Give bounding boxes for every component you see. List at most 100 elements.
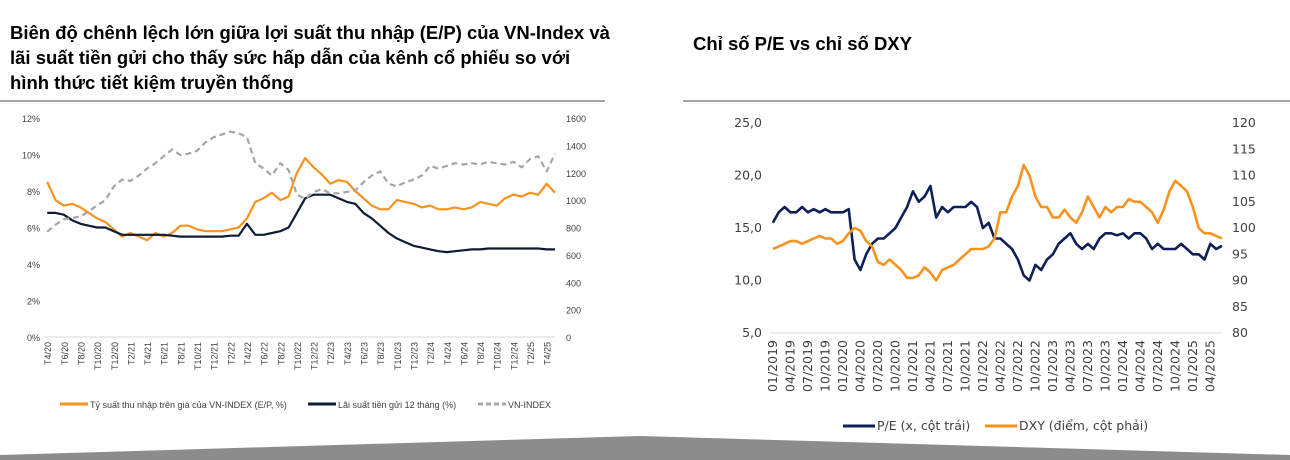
y2-tick-label: 200 (566, 306, 581, 316)
y2-tick-label: 85 (1232, 299, 1248, 314)
x-tick-label: 10/2019 (817, 340, 832, 392)
x-tick-label: T8/22 (276, 342, 286, 365)
series-line-2 (47, 193, 555, 254)
y-tick-label: 2% (27, 297, 40, 307)
x-tick-label: T4/21 (143, 342, 153, 365)
y2-tick-label: 1000 (566, 196, 586, 206)
x-tick-label: T12/24 (509, 342, 519, 370)
y-tick-label: 10% (22, 151, 40, 161)
x-tick-label: T4/24 (443, 342, 453, 365)
series-line-3 (46, 130, 556, 233)
y2-tick-label: 90 (1232, 273, 1248, 288)
x-tick-label: 01/2020 (835, 340, 850, 392)
x-tick-label: T12/22 (310, 342, 320, 370)
x-tick-label: 07/2022 (1010, 340, 1025, 392)
x-tick-label: T6/24 (459, 342, 469, 365)
x-tick-label: T8/20 (76, 342, 86, 365)
x-tick-label: T8/21 (176, 342, 186, 365)
x-tick-label: T6/22 (260, 342, 270, 365)
x-tick-label: 07/2024 (1150, 340, 1165, 392)
x-tick-label: 04/2022 (992, 340, 1007, 392)
x-tick-label: 01/2021 (905, 340, 920, 392)
x-tick-label: 01/2024 (1115, 340, 1130, 392)
y2-tick-label: 80 (1232, 325, 1248, 340)
y-tick-label: 5,0 (742, 325, 762, 340)
x-tick-label: T2/22 (226, 342, 236, 365)
y2-tick-label: 95 (1232, 246, 1248, 261)
legend-label: P/E (x, cột trái) (877, 418, 970, 433)
x-tick-label: 04/2024 (1132, 340, 1147, 392)
x-tick-label: 07/2019 (800, 340, 815, 392)
right-divider (683, 100, 1290, 102)
y2-tick-label: 105 (1232, 194, 1256, 209)
x-tick-label: T2/25 (526, 342, 536, 365)
x-tick-label: T2/23 (326, 342, 336, 365)
y-tick-label: 0% (27, 333, 40, 343)
left-chart: 0% 2% 4% 6% 8% 10% 12% 0 200 400 600 800 1000 1200 140… (22, 114, 586, 410)
x-tick-label: T12/23 (409, 342, 419, 370)
x-tick-label: 01/2019 (765, 340, 780, 392)
y2-tick-label: 1400 (566, 141, 586, 151)
series-line-1 (771, 184, 1223, 282)
y2-tick-label: 115 (1232, 141, 1256, 156)
y-tick-label: 8% (27, 187, 40, 197)
x-tick-label: T10/23 (393, 342, 403, 370)
x-tick-label: 01/2025 (1185, 340, 1200, 392)
legend-label: Tỷ suất thu nhập trên giá của VN-INDEX (… (90, 400, 287, 410)
y-tick-label: 6% (27, 224, 40, 234)
x-tick-label: 04/2025 (1202, 340, 1217, 392)
series-line-2 (772, 163, 1223, 282)
x-tick-label: 04/2019 (782, 340, 797, 392)
y-tick-label: 15,0 (734, 220, 762, 235)
x-tick-label: T4/20 (43, 342, 53, 365)
x-tick-label: T10/20 (93, 342, 103, 370)
x-tick-label: T8/24 (476, 342, 486, 365)
x-tick-label: 04/2021 (922, 340, 937, 392)
x-tick-label: T2/24 (426, 342, 436, 365)
x-tick-label: T12/20 (110, 342, 120, 370)
x-tick-label: T6/20 (60, 342, 70, 365)
x-tick-label: 10/2024 (1167, 340, 1182, 392)
y2-tick-label: 800 (566, 224, 581, 234)
series-line-1 (46, 157, 556, 242)
x-tick-label: 07/2021 (940, 340, 955, 392)
x-tick-label: T6/21 (160, 342, 170, 365)
y2-tick-label: 110 (1232, 168, 1256, 183)
x-tick-label: T2/21 (126, 342, 136, 365)
left-chart-title: Biên độ chênh lệch lớn giữa lợi suất thu… (10, 22, 610, 93)
x-tick-label: T6/23 (360, 342, 370, 365)
x-tick-label: 01/2022 (975, 340, 990, 392)
x-tick-label: T10/21 (193, 342, 203, 370)
legend-label: VN-INDEX (508, 400, 551, 410)
x-tick-label: 10/2021 (957, 340, 972, 392)
x-tick-label: T8/23 (376, 342, 386, 365)
x-tick-label: T4/22 (243, 342, 253, 365)
y2-tick-label: 1200 (566, 169, 586, 179)
x-tick-label: 01/2023 (1045, 340, 1060, 392)
left-divider (0, 100, 605, 102)
y2-tick-label: 600 (566, 251, 581, 261)
y2-tick-label: 1600 (566, 114, 586, 124)
right-chart-title: Chỉ số P/E vs chỉ số DXY (693, 33, 912, 54)
x-tick-label: 10/2020 (887, 340, 902, 392)
x-tick-label: 04/2020 (852, 340, 867, 392)
x-tick-label: T12/21 (210, 342, 220, 370)
x-tick-label: 04/2023 (1062, 340, 1077, 392)
x-tick-label: 07/2023 (1080, 340, 1095, 392)
legend-label: Lãi suất tiền gửi 12 tháng (%) (338, 400, 456, 410)
x-tick-label: 07/2020 (870, 340, 885, 392)
y2-tick-label: 0 (566, 333, 571, 343)
legend-label: DXY (điểm, cột phải) (1019, 418, 1148, 433)
x-tick-label: 10/2023 (1097, 340, 1112, 392)
y-tick-label: 10,0 (734, 273, 762, 288)
x-tick-label: 10/2022 (1027, 340, 1042, 392)
y-tick-label: 12% (22, 114, 40, 124)
x-tick-label: T10/24 (493, 342, 503, 370)
y2-tick-label: 120 (1232, 115, 1256, 130)
y-tick-label: 4% (27, 260, 40, 270)
y2-tick-label: 100 (1232, 220, 1256, 235)
x-tick-label: T4/23 (343, 342, 353, 365)
right-chart: 5,0 10,0 15,0 20,0 25,0 80 85 90 95 100 105 110 115 1… (734, 115, 1256, 433)
bottom-decoration (0, 436, 1290, 460)
